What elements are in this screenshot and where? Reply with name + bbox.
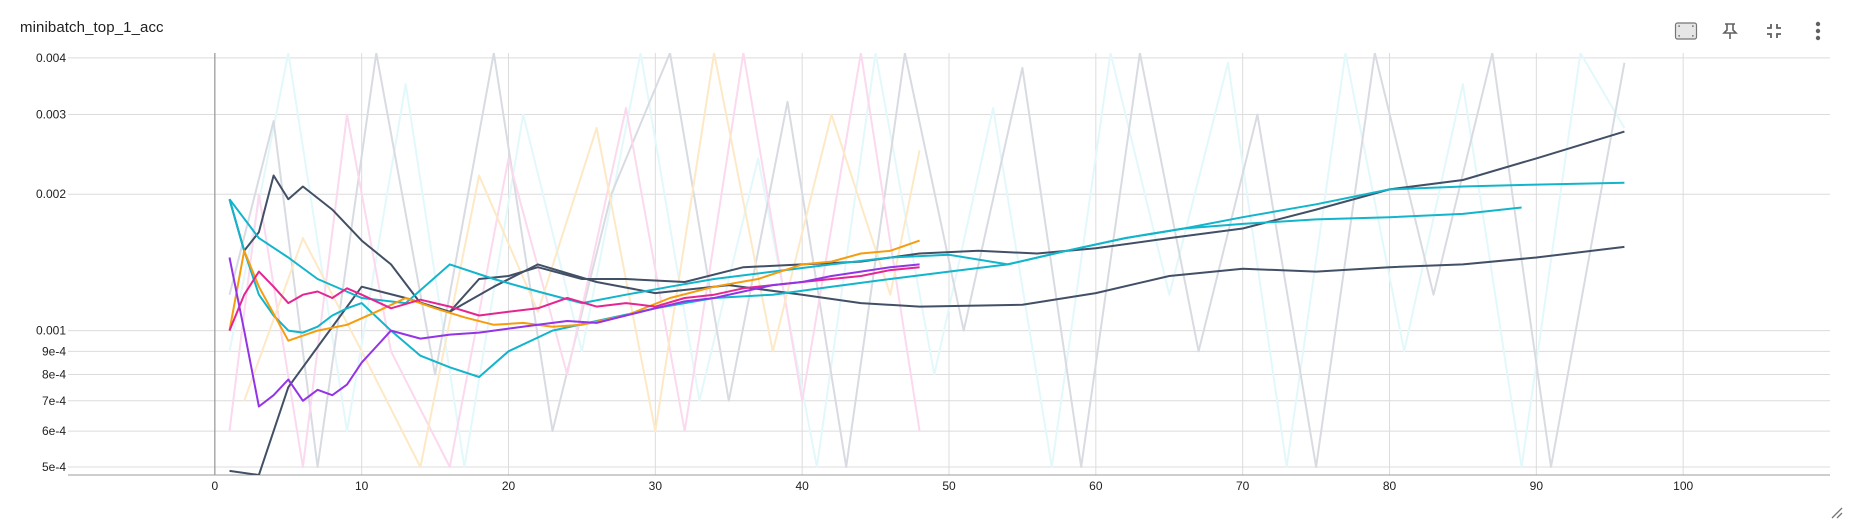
chart-toolbar	[1669, 14, 1835, 48]
resize-handle-icon[interactable]	[1829, 505, 1843, 519]
collapse-button[interactable]	[1757, 14, 1791, 48]
x-tick-label: 10	[355, 479, 369, 493]
more-vert-icon	[1815, 21, 1821, 41]
y-tick-label: 0.004	[36, 51, 66, 65]
background-run-line-2	[228, 53, 921, 468]
x-tick-label: 80	[1383, 479, 1397, 493]
x-tick-labels: 0 10 20 30 40 50 60 70 80 90 100	[211, 479, 1693, 493]
background-runs	[228, 53, 1626, 468]
series-line-0[interactable]	[229, 245, 1625, 475]
x-tick-label: 0	[211, 479, 218, 493]
y-tick-label: 8e-4	[42, 367, 66, 381]
y-tick-label: 0.003	[36, 107, 66, 121]
fit-domain-icon	[1674, 22, 1698, 40]
y-tick-labels: 5e-4 6e-4 7e-4 8e-4 9e-4 0.001 0.002 0.003 0.004	[36, 51, 66, 474]
series-line-6[interactable]	[228, 257, 920, 408]
x-tick-label: 70	[1236, 479, 1250, 493]
pin-icon	[1722, 23, 1738, 39]
x-tick-label: 50	[942, 479, 956, 493]
series-line-1[interactable]	[228, 130, 1625, 313]
background-run-line-1	[228, 53, 1626, 468]
pin-button[interactable]	[1713, 14, 1747, 48]
x-tick-label: 60	[1089, 479, 1103, 493]
background-run-line-0	[228, 53, 1626, 468]
y-tick-label: 5e-4	[42, 460, 66, 474]
x-tick-label: 90	[1530, 479, 1544, 493]
y-tick-label: 7e-4	[42, 394, 66, 408]
x-tick-label: 40	[795, 479, 809, 493]
x-tick-label: 100	[1673, 479, 1693, 493]
x-tick-label: 20	[502, 479, 516, 493]
y-tick-label: 6e-4	[42, 424, 66, 438]
x-tick-label: 30	[649, 479, 663, 493]
series-line-4[interactable]	[228, 239, 920, 342]
chart-title: minibatch_top_1_acc	[20, 19, 164, 36]
y-tick-label: 9e-4	[42, 344, 66, 358]
collapse-icon	[1767, 24, 1781, 38]
y-tick-label: 0.001	[36, 324, 66, 338]
series-lines	[228, 130, 1625, 475]
y-tick-label: 0.002	[36, 187, 66, 201]
more-options-button[interactable]	[1801, 14, 1835, 48]
fit-domain-button[interactable]	[1669, 14, 1703, 48]
series-line-3[interactable]	[228, 181, 1625, 305]
background-run-line-3	[243, 53, 921, 468]
axes	[68, 53, 1830, 476]
